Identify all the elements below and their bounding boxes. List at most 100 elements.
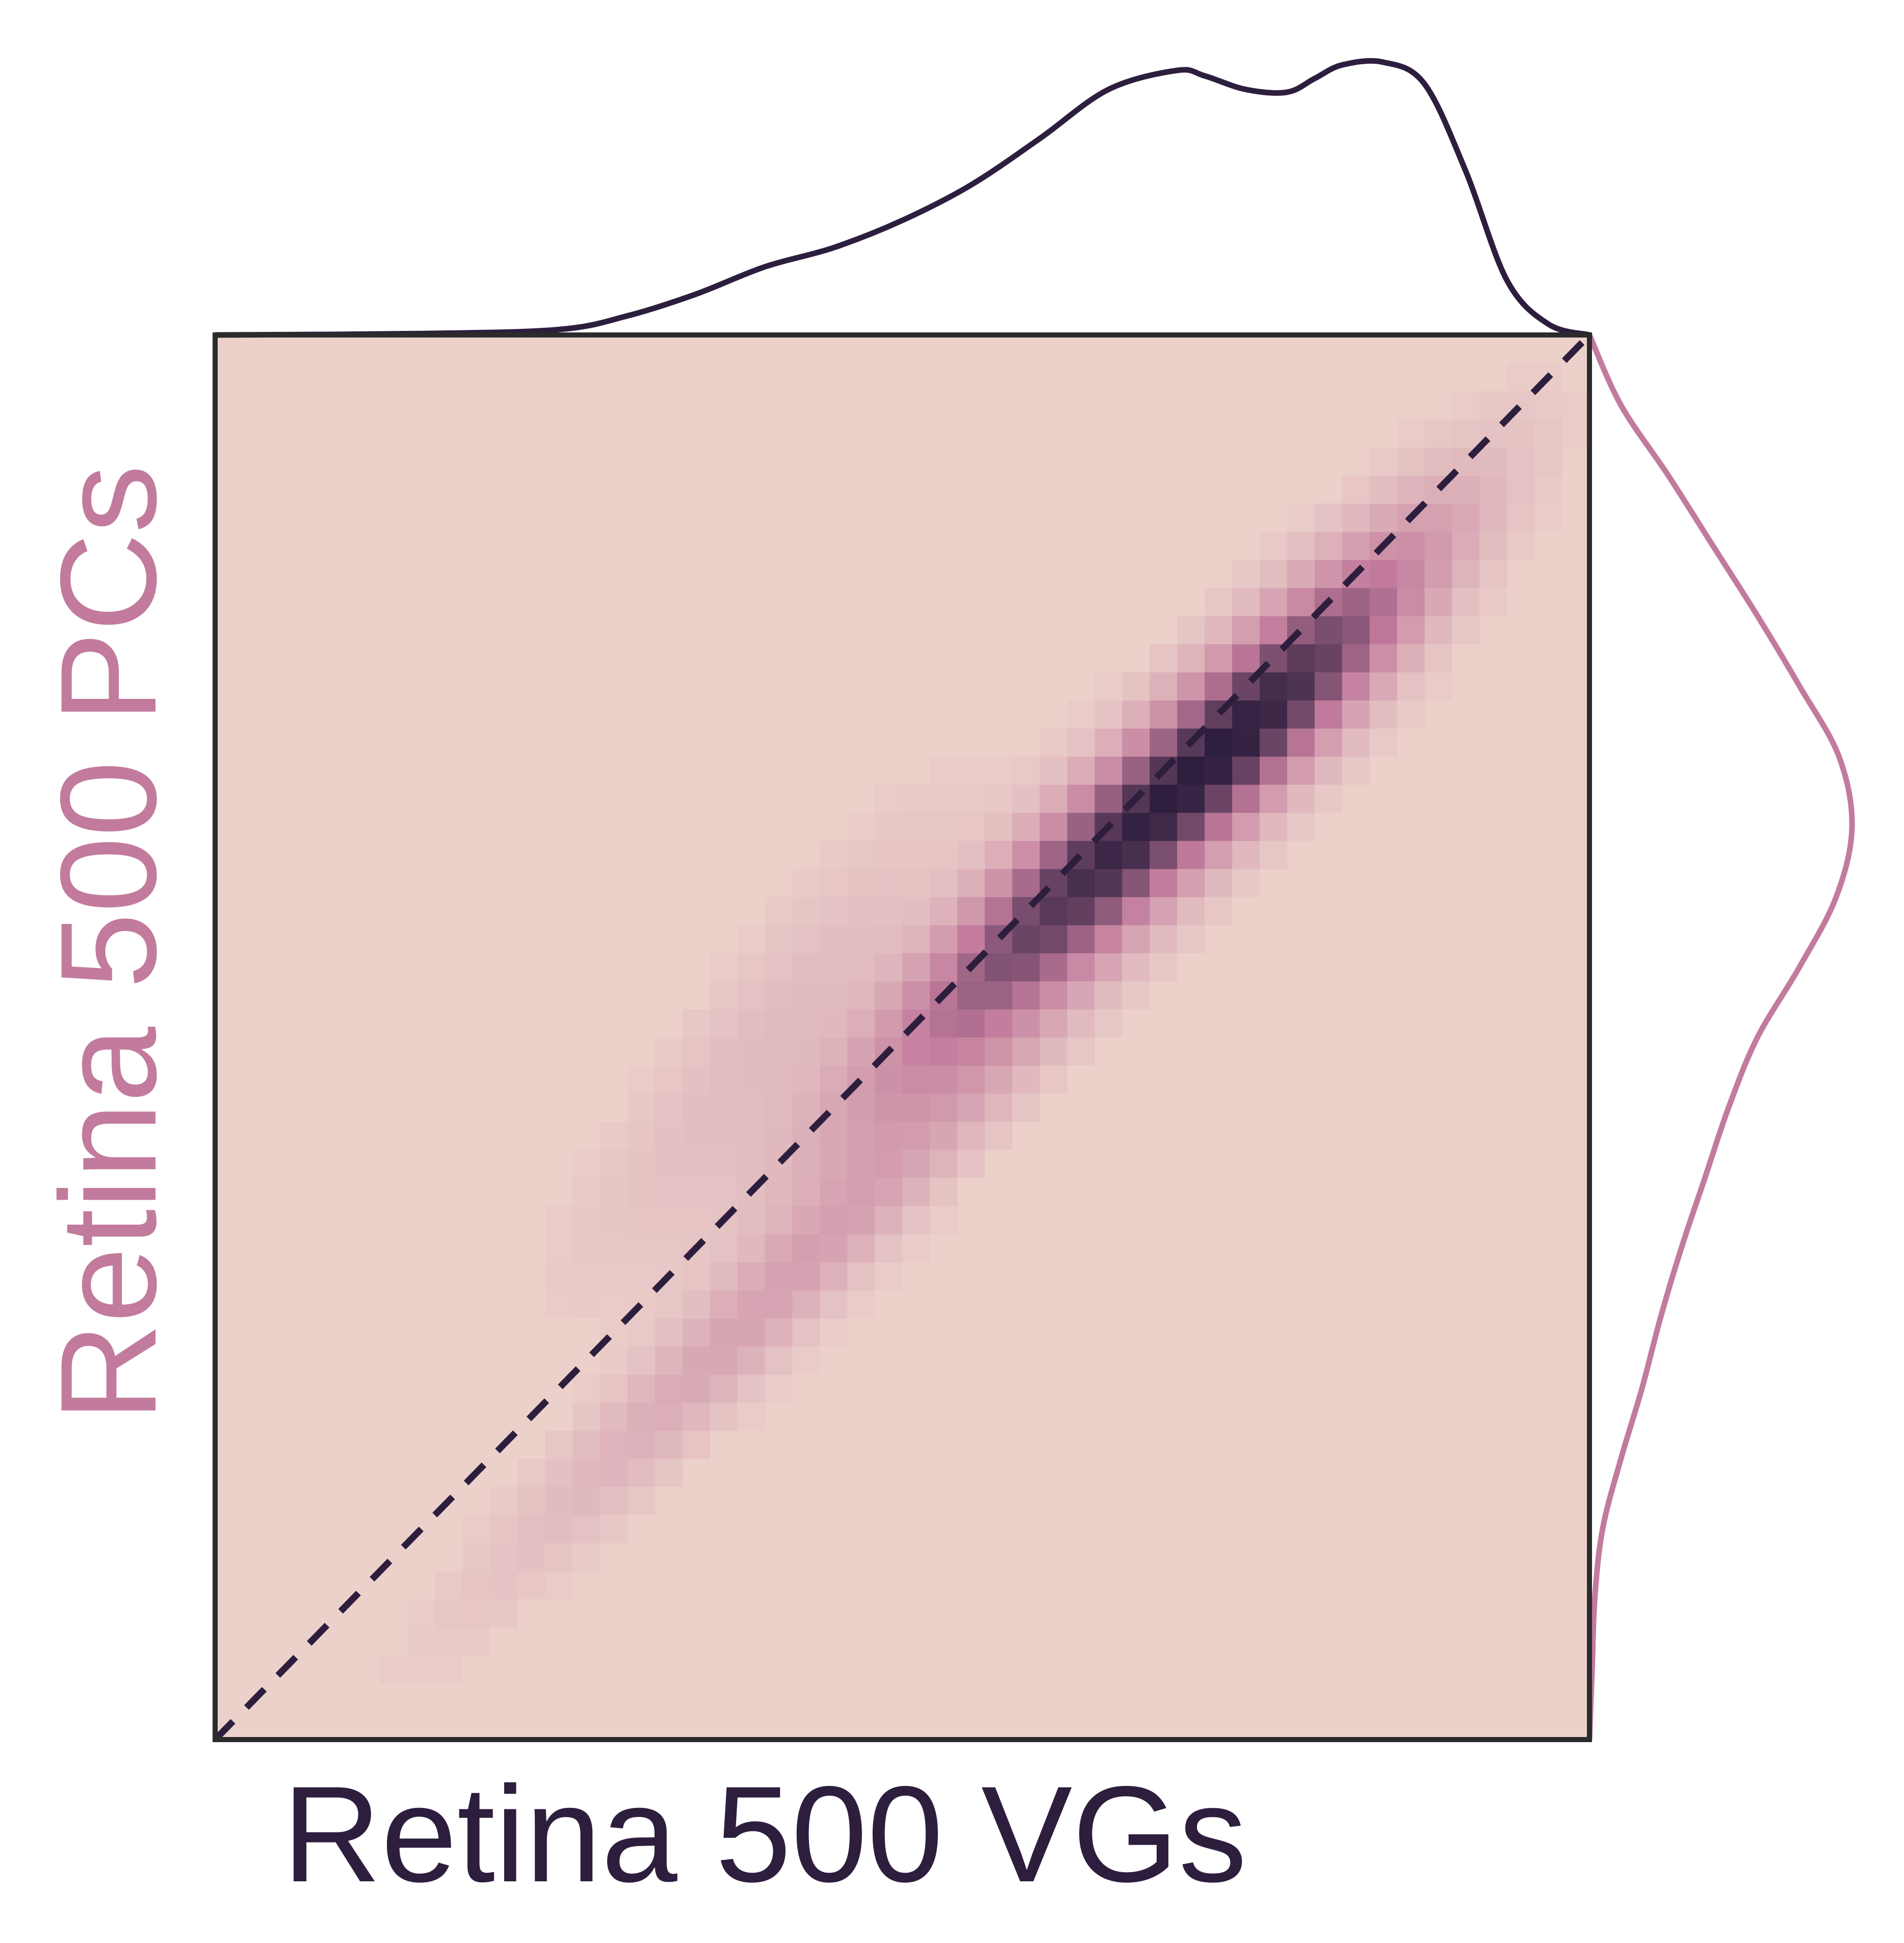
heatmap-cell bbox=[655, 1065, 683, 1094]
heatmap-cell bbox=[1287, 503, 1315, 532]
heatmap-cell bbox=[1397, 587, 1425, 616]
heatmap-cell bbox=[682, 1346, 711, 1375]
heatmap-cell bbox=[572, 1374, 601, 1403]
heatmap-cell bbox=[1012, 1065, 1040, 1094]
heatmap-cell bbox=[847, 1262, 875, 1290]
heatmap-cell bbox=[682, 1178, 711, 1206]
heatmap-cell bbox=[655, 1459, 683, 1487]
heatmap-cell bbox=[1259, 531, 1288, 560]
heatmap-cell bbox=[1287, 559, 1315, 588]
heatmap-cell bbox=[435, 1599, 463, 1628]
heatmap-cell bbox=[984, 1121, 1013, 1150]
heatmap-cell bbox=[765, 1093, 793, 1122]
heatmap-cell bbox=[1094, 756, 1123, 785]
heatmap-cell bbox=[765, 897, 793, 925]
heatmap-cell bbox=[847, 1178, 875, 1206]
heatmap-cell bbox=[1177, 868, 1205, 897]
heatmap-cell bbox=[929, 1065, 958, 1094]
heatmap-cell bbox=[1232, 644, 1260, 672]
heatmap-cell bbox=[1094, 953, 1123, 981]
heatmap-cell bbox=[1122, 756, 1150, 785]
heatmap-cell bbox=[1012, 953, 1040, 981]
heatmap-cell bbox=[710, 1178, 738, 1206]
heatmap-cell bbox=[1452, 559, 1480, 588]
heatmap-cell bbox=[847, 1093, 875, 1122]
heatmap-cell bbox=[710, 1009, 738, 1038]
heatmap-cell bbox=[1342, 672, 1370, 701]
heatmap-cell bbox=[572, 1234, 601, 1262]
heatmap-cell bbox=[599, 1178, 628, 1206]
heatmap-cell bbox=[929, 1178, 958, 1206]
heatmap-cell bbox=[875, 1121, 903, 1150]
heatmap-cell bbox=[462, 1571, 490, 1600]
heatmap-cell bbox=[1452, 475, 1480, 504]
heatmap-cell bbox=[627, 1121, 656, 1150]
heatmap-cell bbox=[957, 925, 985, 953]
heatmap-cell bbox=[984, 1037, 1013, 1066]
heatmap-cell bbox=[1205, 587, 1233, 616]
heatmap-cell bbox=[847, 1206, 875, 1234]
heatmap-cell bbox=[737, 1234, 765, 1262]
heatmap-cell bbox=[1369, 559, 1398, 588]
heatmap-cell bbox=[1342, 531, 1370, 560]
heatmap-cell bbox=[929, 1149, 958, 1178]
heatmap-cell bbox=[1150, 728, 1178, 757]
heatmap-cell bbox=[1012, 981, 1040, 1009]
heatmap-cell bbox=[1314, 616, 1343, 644]
heatmap-cell bbox=[599, 1515, 628, 1543]
heatmap-cell bbox=[765, 1318, 793, 1347]
heatmap-cell bbox=[929, 897, 958, 925]
heatmap-cell bbox=[765, 981, 793, 1009]
heatmap-cell bbox=[572, 1206, 601, 1234]
heatmap-cell bbox=[545, 1459, 573, 1487]
heatmap-cell bbox=[1369, 700, 1398, 729]
heatmap-cell bbox=[655, 1346, 683, 1375]
heatmap-cell bbox=[1232, 700, 1260, 729]
heatmap-cell bbox=[984, 981, 1013, 1009]
heatmap-cell bbox=[1562, 419, 1590, 448]
heatmap-cell bbox=[902, 812, 930, 841]
heatmap-cell bbox=[902, 981, 930, 1009]
heatmap-cell bbox=[1094, 868, 1123, 897]
heatmap-cell bbox=[627, 1459, 656, 1487]
heatmap-cell bbox=[462, 1515, 490, 1543]
heatmap-cell bbox=[957, 1121, 985, 1150]
heatmap-cell bbox=[1177, 925, 1205, 953]
heatmap-cell bbox=[572, 1290, 601, 1319]
heatmap-cell bbox=[599, 1206, 628, 1234]
heatmap-cell bbox=[682, 1290, 711, 1319]
heatmap-cell bbox=[902, 840, 930, 869]
heatmap-cell bbox=[490, 1543, 518, 1571]
heatmap-cell bbox=[902, 1178, 930, 1206]
heatmap-cell bbox=[1479, 391, 1507, 420]
heatmap-cell bbox=[710, 1346, 738, 1375]
heatmap-cell bbox=[682, 1093, 711, 1122]
heatmap-cell bbox=[984, 1065, 1013, 1094]
heatmap-cell bbox=[655, 1093, 683, 1122]
heatmap-cell bbox=[902, 925, 930, 953]
heatmap-cell bbox=[1314, 784, 1343, 813]
heatmap-cell bbox=[765, 1178, 793, 1206]
heatmap-cell bbox=[627, 1374, 656, 1403]
heatmap-cell bbox=[710, 1121, 738, 1150]
heatmap-cell bbox=[1424, 672, 1452, 701]
heatmap-cell bbox=[599, 1234, 628, 1262]
heatmap-cell bbox=[929, 756, 958, 785]
heatmap-cell bbox=[710, 1093, 738, 1122]
heatmap-cell bbox=[572, 1149, 601, 1178]
heatmap-cell bbox=[682, 1149, 711, 1178]
heatmap-cell bbox=[517, 1543, 545, 1571]
heatmap-cell bbox=[929, 1009, 958, 1038]
heatmap-cell bbox=[1177, 812, 1205, 841]
heatmap-cell bbox=[957, 1093, 985, 1122]
heatmap-cell bbox=[820, 1290, 848, 1319]
heatmap-cell bbox=[545, 1290, 573, 1319]
heatmap-cell bbox=[957, 897, 985, 925]
heatmap-cell bbox=[627, 1262, 656, 1290]
heatmap-cell bbox=[627, 1178, 656, 1206]
heatmap-cell bbox=[1039, 728, 1068, 757]
heatmap-cell bbox=[820, 1065, 848, 1094]
heatmap-cell bbox=[1314, 644, 1343, 672]
heatmap-cell bbox=[1369, 644, 1398, 672]
heatmap-cell bbox=[847, 925, 875, 953]
